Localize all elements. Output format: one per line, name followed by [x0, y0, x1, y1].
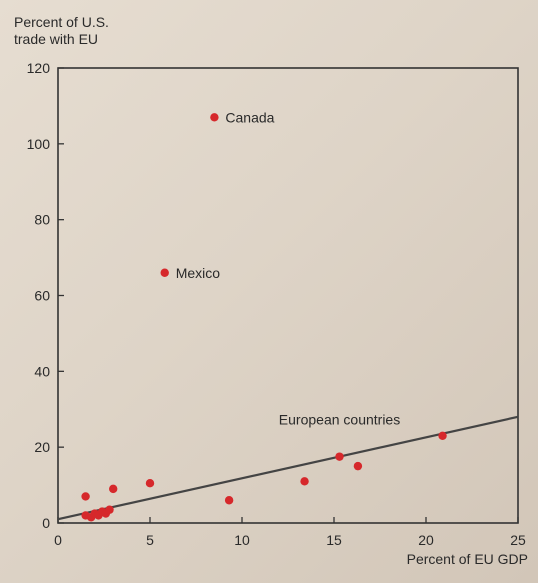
- y-axis-label-line-1: Percent of U.S.: [14, 14, 109, 30]
- point-label: Canada: [225, 109, 274, 125]
- y-tick-label: 20: [34, 439, 50, 455]
- x-tick-label: 25: [510, 532, 526, 548]
- annotation-label: European countries: [279, 411, 400, 427]
- data-point: [160, 268, 169, 277]
- y-tick-label: 100: [27, 136, 51, 152]
- x-tick-label: 10: [234, 532, 250, 548]
- data-point: [438, 431, 447, 440]
- y-tick-label: 120: [27, 60, 51, 76]
- y-tick-label: 0: [42, 515, 50, 531]
- x-axis-label: Percent of EU GDP: [407, 551, 528, 567]
- data-point: [335, 452, 344, 461]
- plot-frame: [57, 67, 519, 524]
- x-tick-label: 20: [418, 532, 434, 548]
- x-tick-label: 5: [146, 532, 154, 548]
- data-point: [300, 477, 309, 486]
- axis-ticks: 0 20 40 60 80 100 120 0 5 10 15 20 25: [27, 60, 526, 548]
- data-point: [105, 505, 114, 514]
- data-point: [81, 492, 90, 501]
- y-tick-label: 40: [34, 363, 50, 379]
- trend-line: [57, 415, 519, 521]
- point-label: Mexico: [176, 265, 221, 281]
- data-point: [145, 478, 155, 488]
- x-tick-label: 0: [54, 532, 62, 548]
- x-tick-label: 15: [326, 532, 342, 548]
- y-tick-label: 80: [34, 212, 50, 228]
- y-axis-label-line-2: trade with EU: [14, 31, 98, 47]
- data-point: [109, 484, 118, 494]
- data-points: [81, 113, 447, 522]
- data-point: [210, 113, 219, 122]
- data-point: [224, 496, 234, 505]
- data-point: [353, 461, 363, 471]
- y-tick-label: 60: [34, 288, 50, 304]
- point-labels: Canada Mexico European countries: [176, 109, 401, 427]
